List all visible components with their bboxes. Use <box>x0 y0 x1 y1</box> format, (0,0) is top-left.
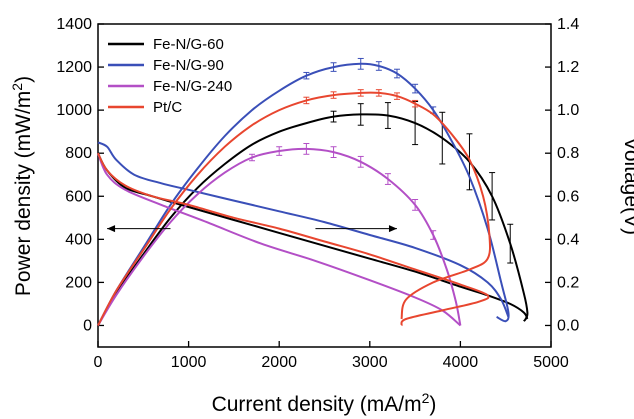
x-tick-label: 0 <box>94 354 103 371</box>
x-tick-label: 3000 <box>352 354 388 371</box>
voltage-curve-pt-c <box>97 152 490 327</box>
x-tick-label: 1000 <box>171 354 207 371</box>
y2-tick-label: 0.4 <box>557 231 579 248</box>
y2-tick-label: 1.0 <box>557 102 579 119</box>
x-axis-label: Current density (mA/m2) <box>212 390 437 416</box>
plot-frame <box>97 23 552 348</box>
x-tick-label: 4000 <box>443 354 479 371</box>
y2-tick-label: 1.2 <box>557 59 579 76</box>
y2-tick-label: 0.6 <box>557 188 579 205</box>
y-axis-label: Power density (mW/m2) <box>9 76 35 296</box>
arrow-left-head <box>107 225 116 233</box>
voltage-curve-fe-n-g-60 <box>97 152 529 320</box>
legend-label: Fe-N/G-90 <box>153 57 224 74</box>
y2-tick-label: 0.0 <box>557 317 579 334</box>
arrow-right-head <box>388 225 397 233</box>
y-tick-label: 1400 <box>56 16 92 33</box>
y2-tick-label: 0.2 <box>557 274 579 291</box>
y-tick-label: 600 <box>65 188 92 205</box>
legend-label: Fe-N/G-240 <box>153 78 232 95</box>
voltage-curve-fe-n-g-90 <box>97 141 510 318</box>
voltage-curve-fe-n-g-240 <box>97 152 462 327</box>
y-tick-label: 1200 <box>56 59 92 76</box>
y2-axis-label: Voltage(V) <box>620 137 634 235</box>
x-tick-label: 2000 <box>261 354 297 371</box>
y-tick-label: 0 <box>83 317 92 334</box>
x-tick-label: 5000 <box>533 354 569 371</box>
y-tick-label: 1000 <box>56 102 92 119</box>
legend-label: Fe-N/G-60 <box>153 36 224 53</box>
legend-label: Pt/C <box>153 99 182 116</box>
y-tick-label: 200 <box>65 274 92 291</box>
power-curve-pt-c <box>97 91 492 326</box>
power-curve-fe-n-g-90 <box>97 62 510 326</box>
y2-tick-label: 0.8 <box>557 145 579 162</box>
y-tick-label: 800 <box>65 145 92 162</box>
y2-tick-label: 1.4 <box>557 16 579 33</box>
y-tick-label: 400 <box>65 231 92 248</box>
ticks: 0 1000 2000 3000 4000 5000 0 200 400 600 800 1000 12… <box>56 16 579 371</box>
arrows-layer <box>107 225 397 233</box>
legend: Fe-N/G-60 Fe-N/G-90 Fe-N/G-240 Pt/C <box>108 36 232 116</box>
series-layer <box>97 57 529 327</box>
